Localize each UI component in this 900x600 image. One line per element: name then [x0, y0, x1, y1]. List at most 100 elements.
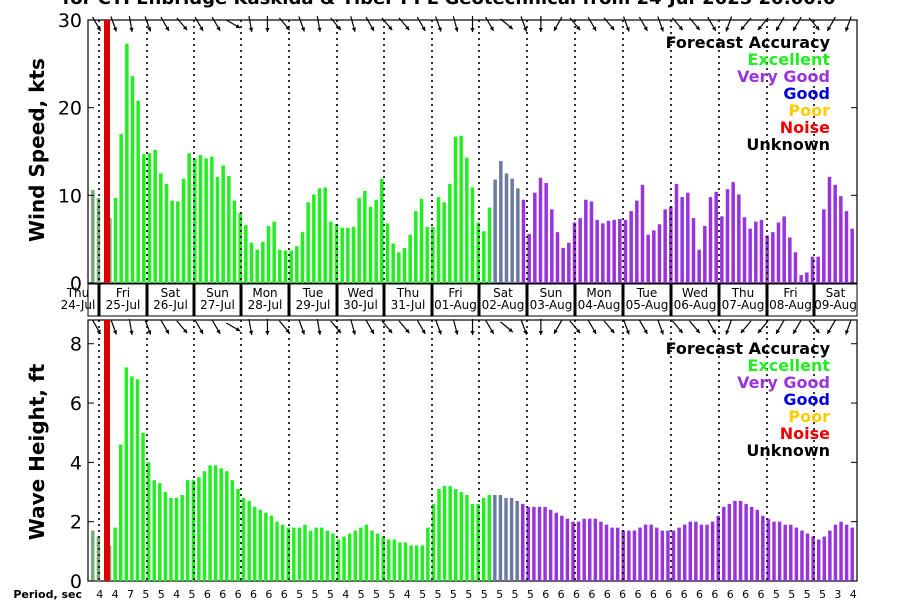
direction-arrow-head	[793, 329, 798, 334]
data-bar	[419, 198, 424, 283]
data-bar	[244, 225, 248, 283]
data-bar	[805, 272, 809, 283]
data-bar	[125, 43, 129, 283]
legend-item: Noise	[780, 118, 830, 137]
data-bar	[561, 247, 565, 283]
direction-arrow-head	[592, 329, 597, 334]
data-bar	[141, 432, 145, 581]
data-bar	[227, 176, 231, 283]
data-bar	[776, 222, 781, 283]
data-bar	[816, 539, 821, 581]
direction-arrow	[792, 319, 802, 335]
direction-arrow-head	[740, 328, 745, 334]
data-bar	[788, 237, 792, 283]
direction-arrow-head	[147, 330, 152, 335]
data-bar	[403, 542, 408, 581]
direction-arrow	[500, 321, 514, 333]
direction-arrow-head	[96, 329, 101, 334]
data-bar	[124, 367, 129, 581]
direction-arrow	[538, 319, 544, 335]
period-value: 6	[235, 588, 242, 600]
direction-arrow	[435, 319, 442, 335]
legend-item: Unknown	[746, 135, 830, 154]
direction-arrow-head	[470, 331, 475, 335]
data-bar	[799, 275, 803, 283]
direction-arrow-head	[523, 27, 528, 32]
data-bar	[119, 133, 123, 283]
data-bar	[261, 241, 265, 283]
data-bar	[703, 226, 707, 283]
data-bar	[504, 173, 509, 283]
direction-arrow	[92, 319, 102, 335]
data-bar	[448, 486, 452, 581]
data-bar	[499, 161, 503, 283]
direction-arrow-head	[625, 330, 630, 335]
direction-arrow-head	[776, 329, 780, 334]
direction-arrow	[226, 322, 241, 332]
data-bar	[649, 524, 653, 581]
data-bar	[850, 527, 854, 581]
direction-arrow-head	[300, 330, 306, 335]
direction-arrow	[740, 17, 752, 31]
data-bar	[329, 221, 333, 283]
data-bar	[498, 494, 503, 581]
data-bar	[136, 100, 140, 284]
day-name-label: Sun	[540, 286, 563, 300]
day-date-label: 29-Jul	[296, 298, 331, 312]
data-bar	[249, 242, 254, 283]
direction-arrow	[265, 319, 270, 335]
direction-arrow	[365, 16, 375, 32]
data-bar	[381, 536, 385, 581]
day-date-label: 03-Aug	[530, 298, 573, 312]
period-value: 5	[188, 588, 195, 600]
direction-arrow-head	[454, 330, 459, 335]
period-value: 6	[727, 588, 734, 600]
direction-arrow	[587, 16, 597, 32]
data-bar	[347, 533, 352, 581]
period-value: 6	[758, 588, 765, 600]
data-bar	[219, 468, 223, 581]
period-value: 6	[681, 588, 688, 600]
direction-arrow	[211, 319, 221, 335]
direction-arrow	[365, 319, 375, 335]
data-bar	[312, 194, 316, 283]
direction-arrow-head	[553, 329, 558, 334]
day-date-label: 06-Aug	[674, 298, 717, 312]
data-bar	[635, 200, 639, 283]
legend-item: Very Good	[737, 67, 830, 86]
direction-arrow-head	[489, 329, 494, 334]
legend-title: Forecast Accuracy	[666, 339, 831, 358]
data-bar	[314, 527, 318, 581]
data-bar	[839, 521, 843, 581]
direction-arrow-head	[827, 26, 832, 31]
data-bar	[392, 539, 397, 581]
data-bar	[163, 492, 168, 581]
data-bar	[431, 226, 435, 283]
direction-arrow	[381, 17, 393, 31]
data-bar	[334, 224, 339, 283]
legend-item: Excellent	[748, 50, 831, 69]
data-bar	[588, 518, 592, 581]
data-bar	[850, 228, 854, 283]
data-bar	[346, 227, 350, 283]
direction-arrow	[725, 319, 733, 335]
day-name-label: Tue	[636, 286, 658, 300]
data-bar	[688, 521, 692, 581]
data-bar	[325, 530, 330, 581]
direction-arrow-head	[165, 329, 169, 334]
direction-arrow-head	[351, 27, 357, 32]
data-bar	[323, 187, 327, 283]
direction-arrow	[194, 16, 204, 32]
data-bar	[442, 202, 446, 283]
data-bar	[359, 527, 363, 581]
direction-arrow	[92, 16, 102, 32]
data-bar	[130, 76, 135, 283]
data-bar	[426, 527, 430, 581]
data-bar	[453, 136, 458, 283]
direction-arrow-head	[711, 26, 716, 31]
y-tick-label: 4	[70, 452, 82, 474]
direction-arrow	[689, 17, 701, 31]
data-bar	[543, 506, 547, 581]
period-value: 5	[435, 588, 442, 600]
data-bar	[142, 154, 146, 283]
